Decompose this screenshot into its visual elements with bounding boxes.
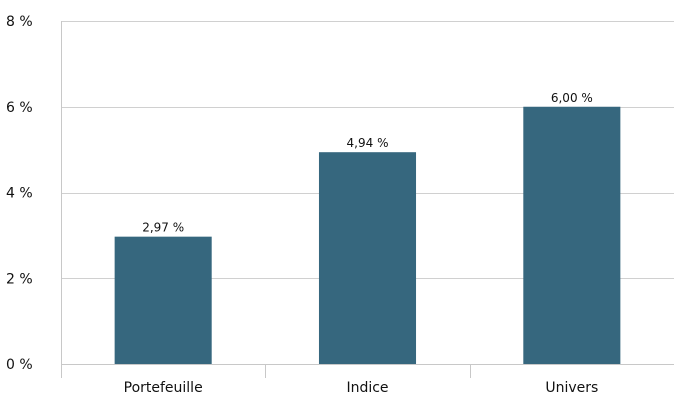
y-tick-label: 2 %: [6, 271, 33, 287]
data-label: 6,00 %: [551, 91, 593, 105]
bars: [114, 106, 621, 364]
x-axis-category-labels: Portefeuille Indice Univers: [124, 380, 599, 394]
bar-indice: [318, 152, 417, 364]
x-axis: [61, 21, 674, 378]
bar-portefeuille: [114, 236, 212, 364]
y-tick-label: 4 %: [6, 186, 33, 202]
y-tick-label: 8 %: [6, 14, 33, 30]
data-labels: 2,97 % 4,94 % 6,00 %: [142, 91, 593, 235]
y-tick-label: 6 %: [6, 100, 33, 116]
data-label: 2,97 %: [142, 221, 184, 235]
x-category-label: Indice: [346, 380, 388, 394]
x-category-label: Portefeuille: [124, 380, 203, 394]
x-category-label: Univers: [545, 380, 598, 394]
y-axis-tick-labels: 0 % 2 % 4 % 6 % 8 %: [6, 14, 33, 373]
bar-univers: [523, 106, 621, 364]
y-tick-label: 0 %: [6, 357, 33, 373]
data-label: 4,94 %: [347, 136, 389, 150]
